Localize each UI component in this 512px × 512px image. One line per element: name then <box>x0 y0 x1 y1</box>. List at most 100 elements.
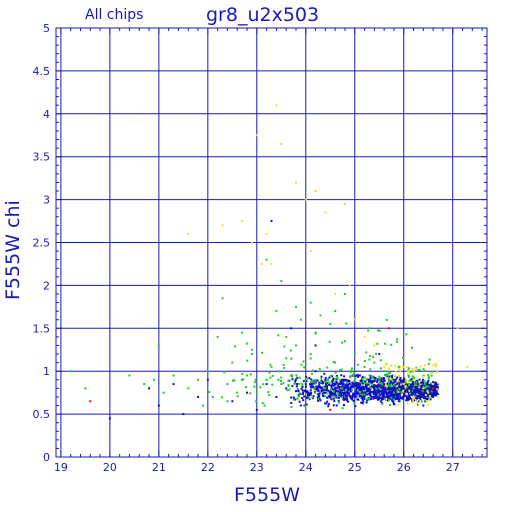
cloud-point-yellow <box>404 385 407 388</box>
cloud-point <box>338 385 341 388</box>
data-point <box>383 370 386 373</box>
cloud-point-green <box>286 389 289 392</box>
cloud-point <box>345 386 348 389</box>
cloud-point-green <box>416 403 419 406</box>
cloud-point-green <box>263 404 266 407</box>
cloud-point-green <box>381 402 384 405</box>
cloud-point <box>381 393 384 396</box>
cloud-point <box>379 390 382 393</box>
y-tick-label: 0.5 <box>33 408 51 421</box>
cloud-point <box>314 386 317 389</box>
cloud-point <box>389 397 392 400</box>
cloud-point-green <box>361 377 364 380</box>
data-point <box>368 327 371 330</box>
data-point <box>343 292 346 295</box>
cloud-point <box>333 399 336 402</box>
cloud-point-green <box>429 382 432 385</box>
data-point <box>402 383 405 386</box>
cloud-point <box>408 395 411 398</box>
cloud-point-green <box>307 397 310 400</box>
data-point <box>108 417 111 420</box>
cloud-point-green <box>366 398 369 401</box>
cloud-point <box>377 383 380 386</box>
cloud-point-yellow <box>387 367 390 370</box>
cloud-point <box>342 398 345 401</box>
cloud-point-green <box>402 388 405 391</box>
cloud-point <box>341 383 344 386</box>
cloud-point <box>373 384 376 387</box>
data-point <box>432 395 435 398</box>
cloud-point <box>340 393 343 396</box>
cloud-point-green <box>311 380 314 383</box>
cloud-point-green <box>365 351 368 354</box>
cloud-point-green <box>332 380 335 383</box>
cloud-point <box>391 386 394 389</box>
cloud-point <box>360 388 363 391</box>
cloud-point <box>371 385 374 388</box>
cloud-point-green <box>277 370 280 373</box>
cloud-point-green <box>283 367 286 370</box>
cloud-point <box>383 385 386 388</box>
cloud-point-green <box>401 391 404 394</box>
cloud-point-yellow <box>424 364 427 367</box>
cloud-point <box>392 388 395 391</box>
cloud-point <box>327 395 330 398</box>
cloud-point <box>323 391 326 394</box>
cloud-point <box>330 398 333 401</box>
cloud-point <box>397 386 400 389</box>
cloud-point-green <box>332 395 335 398</box>
cloud-point <box>331 384 334 387</box>
cloud-point <box>308 377 311 380</box>
data-point <box>250 353 253 356</box>
cloud-point <box>359 388 362 391</box>
cloud-point <box>376 387 379 390</box>
cloud-point-green <box>369 354 372 357</box>
cloud-point <box>408 388 411 391</box>
data-point <box>407 395 410 398</box>
data-point <box>412 383 415 386</box>
cloud-point <box>420 388 423 391</box>
cloud-point-green <box>409 371 412 374</box>
data-point <box>353 353 356 356</box>
cloud-point <box>410 378 413 381</box>
cloud-point <box>432 390 435 393</box>
data-point <box>388 327 391 330</box>
cloud-point-yellow <box>419 365 422 368</box>
cloud-point <box>416 383 419 386</box>
cloud-point <box>346 394 349 397</box>
cloud-point <box>380 379 383 382</box>
cloud-point <box>315 385 318 388</box>
cloud-point <box>337 385 340 388</box>
cloud-point <box>294 398 297 401</box>
cloud-point <box>401 380 404 383</box>
cloud-point <box>394 383 397 386</box>
cloud-point <box>318 381 321 384</box>
cloud-point <box>366 393 369 396</box>
cloud-point-green <box>363 360 366 363</box>
cloud-point <box>394 380 397 383</box>
cloud-point <box>397 382 400 385</box>
cloud-point-green <box>310 372 313 375</box>
cloud-point-yellow <box>405 379 408 382</box>
cloud-point-green <box>431 370 434 373</box>
cloud-point-green <box>413 376 416 379</box>
data-point <box>343 202 346 205</box>
cloud-point <box>387 385 390 388</box>
cloud-point-green <box>255 392 258 395</box>
cloud-point <box>342 391 345 394</box>
cloud-point-yellow <box>434 365 437 368</box>
cloud-point-green <box>421 390 424 393</box>
cloud-point <box>316 379 319 382</box>
cloud-point <box>323 372 326 375</box>
cloud-point-yellow <box>384 362 387 365</box>
cloud-point-green <box>369 386 372 389</box>
data-point <box>157 404 160 407</box>
cloud-point <box>396 376 399 379</box>
cloud-point <box>309 385 312 388</box>
cloud-point-green <box>233 379 236 382</box>
data-point <box>270 262 273 265</box>
cloud-point-green <box>383 374 386 377</box>
cloud-point <box>305 375 308 378</box>
cloud-point <box>349 396 352 399</box>
cloud-point-green <box>334 371 337 374</box>
